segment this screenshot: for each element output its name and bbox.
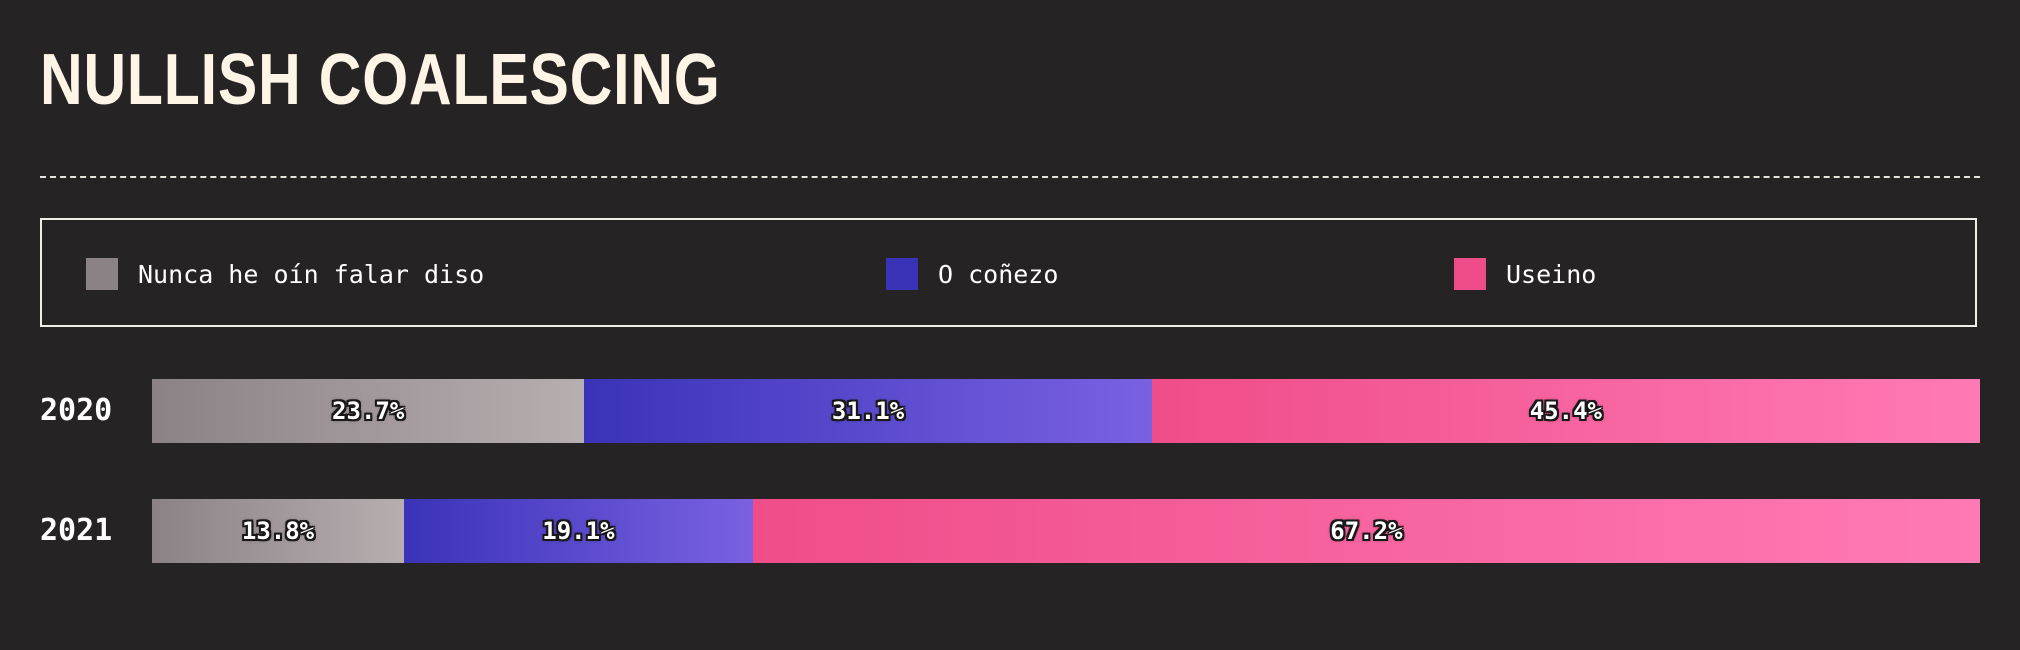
row-label-2021: 2021 (40, 513, 113, 548)
data-label: 13.8% (241, 517, 315, 545)
legend-label: Useino (1506, 259, 1597, 289)
bar-segment-2020-2: 31.1% (584, 379, 1152, 443)
bar-segment-2020-3: 45.4% (1151, 379, 1980, 443)
bar-segment-2021-3: 67.2% (752, 499, 1980, 563)
row-label-2020: 2020 (40, 393, 113, 428)
bar-segment-2020-1: 23.7% (152, 379, 585, 443)
legend-swatch (1454, 258, 1486, 290)
data-label: 31.1% (831, 397, 905, 425)
legend-item-used-it[interactable]: Useino (1454, 258, 1596, 290)
chart-title: NULLISH COALESCING (40, 40, 721, 120)
data-label: 23.7% (332, 397, 405, 425)
bar-2020: 23.7% 31.1% 45.4% (152, 379, 1980, 443)
legend-label: O coñezo (938, 259, 1059, 289)
legend-item-never-heard[interactable]: Nunca he oín falar diso (86, 258, 484, 290)
bar-segment-2021-1: 13.8% (152, 499, 404, 563)
legend-swatch (86, 258, 118, 290)
bar-segment-2021-2: 19.1% (404, 499, 753, 563)
data-label: 19.1% (542, 517, 615, 545)
title-divider (40, 176, 1980, 178)
data-label: 45.4% (1529, 397, 1602, 425)
bar-2021: 13.8% 19.1% 67.2% (152, 499, 1980, 563)
legend-swatch (886, 258, 918, 290)
data-label: 67.2% (1330, 517, 1403, 545)
legend-label: Nunca he oín falar diso (138, 259, 485, 289)
legend: Nunca he oín falar diso O coñezo Useino (40, 218, 1977, 327)
legend-item-know-it[interactable]: O coñezo (886, 258, 1058, 290)
